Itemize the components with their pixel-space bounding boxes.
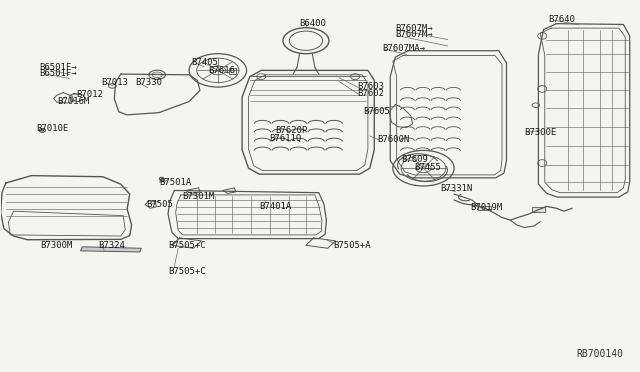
Text: B7501A: B7501A: [159, 178, 191, 187]
Text: B6400: B6400: [300, 19, 326, 28]
Polygon shape: [229, 68, 236, 74]
Text: B7019M: B7019M: [470, 203, 502, 212]
Text: B7607M→: B7607M→: [396, 30, 433, 39]
Text: B7605: B7605: [364, 108, 390, 116]
Text: B7300M: B7300M: [40, 241, 72, 250]
Text: B7620P: B7620P: [275, 126, 308, 135]
Text: B7301M: B7301M: [182, 192, 215, 201]
Text: B7010E: B7010E: [36, 124, 68, 133]
Text: B6501F→: B6501F→: [39, 69, 77, 78]
Text: B7330: B7330: [135, 78, 162, 87]
Text: B7455: B7455: [415, 163, 442, 172]
Text: B7505: B7505: [147, 200, 173, 209]
Polygon shape: [478, 206, 491, 211]
Text: B7401A: B7401A: [259, 202, 292, 211]
Text: B7616: B7616: [208, 66, 235, 75]
Text: B7600N: B7600N: [378, 135, 410, 144]
Text: B7505+C: B7505+C: [168, 267, 205, 276]
Text: RB700140: RB700140: [577, 349, 623, 359]
Polygon shape: [81, 247, 141, 252]
Text: B7405: B7405: [191, 58, 218, 67]
Text: B7640: B7640: [548, 15, 575, 24]
Text: B7016M: B7016M: [57, 97, 89, 106]
Text: B7603: B7603: [357, 82, 384, 91]
Text: B7505+A: B7505+A: [333, 241, 371, 250]
Text: B6501F→: B6501F→: [39, 63, 77, 72]
Text: B7611Q: B7611Q: [269, 134, 301, 143]
Text: B7013: B7013: [102, 78, 129, 87]
Text: B7331N: B7331N: [440, 185, 472, 193]
Text: B7602: B7602: [357, 89, 384, 98]
Polygon shape: [532, 208, 545, 212]
Text: B7300E: B7300E: [524, 128, 557, 137]
Text: B7324: B7324: [98, 241, 125, 250]
Text: B7505+C: B7505+C: [168, 241, 205, 250]
Text: B7609: B7609: [402, 155, 429, 164]
Text: B7012: B7012: [76, 90, 103, 99]
Text: B7607M→: B7607M→: [396, 24, 433, 33]
Text: B7607MA→: B7607MA→: [383, 44, 426, 52]
